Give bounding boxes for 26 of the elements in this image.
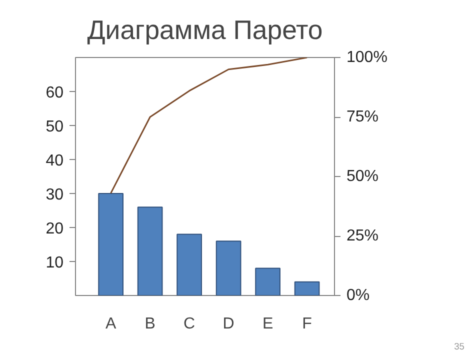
bar [216, 240, 242, 296]
x-tick-label: B [144, 316, 156, 332]
bar [176, 234, 202, 296]
y2-tick-label: 50% [346, 168, 379, 185]
chart-title: Диаграмма Парето [87, 15, 323, 45]
bar [294, 281, 320, 296]
y-tick-label: 20 [46, 220, 64, 238]
y2-tick-label: 25% [346, 228, 379, 244]
x-tick-label: C [184, 316, 196, 332]
bar [98, 193, 124, 296]
x-tick-label: F [302, 316, 312, 332]
line-series [110, 58, 308, 194]
x-tick-label: E [262, 316, 274, 332]
bar [255, 268, 280, 296]
text: 35 [454, 342, 465, 352]
bar [137, 206, 163, 296]
y2-tick-label: 0% [346, 287, 370, 304]
y2-tick-label: 75% [346, 108, 379, 126]
y-tick-label: 10 [46, 254, 64, 272]
x-tick-label: A [105, 316, 116, 332]
y-tick-label: 40 [46, 152, 64, 170]
y-tick-label: 60 [46, 84, 64, 102]
y2-tick-label: 100% [346, 49, 388, 66]
x-tick-label: D [222, 316, 234, 332]
y-tick-label: 30 [46, 186, 64, 204]
y-tick-label: 50 [46, 118, 64, 136]
